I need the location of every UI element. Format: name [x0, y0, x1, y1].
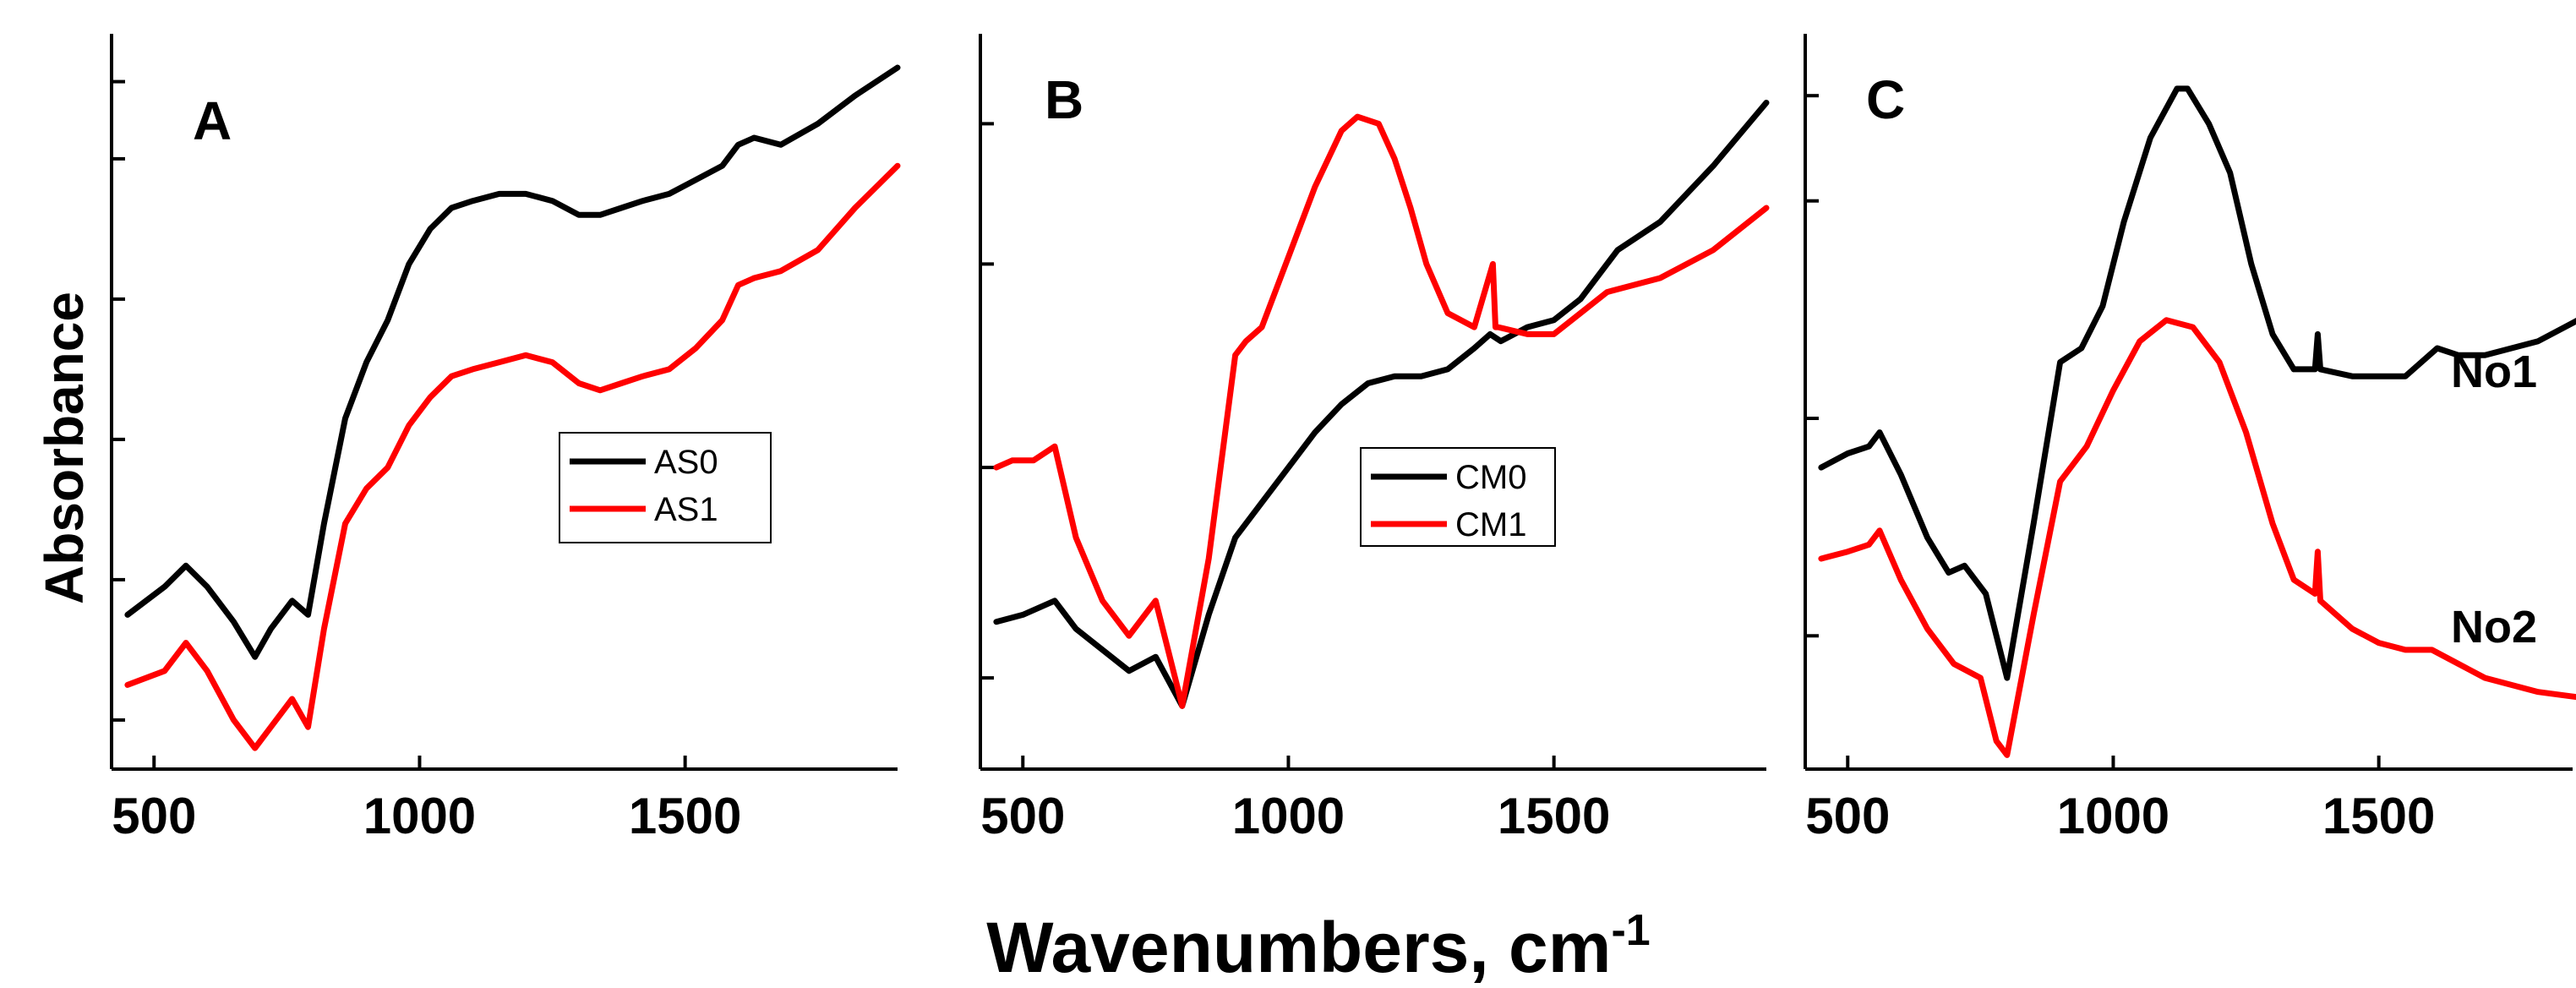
panel-c: 500 1000 1500 C No1 No2 [1804, 34, 2576, 844]
series-line-no2 [1818, 317, 2576, 758]
x-tick-label: 1000 [1232, 788, 1345, 844]
x-tick-label: 1500 [1498, 788, 1610, 844]
panel-b: 500 1000 1500 B CM0 CM1 [979, 34, 1770, 844]
legend-box [559, 432, 772, 543]
x-axis-label: Wavenumbers, cm [986, 908, 1611, 987]
curve-label: No1 [2451, 347, 2537, 397]
x-tick-label: 1500 [2322, 788, 2435, 844]
x-tick-label: 500 [1805, 788, 1890, 844]
legend-label: CM1 [1455, 506, 1526, 543]
x-tick-label: 500 [112, 788, 196, 844]
legend-label: AS0 [654, 444, 718, 481]
series-line-as0 [124, 64, 901, 660]
panel-a: 500 1000 1500 A AS0 AS1 [110, 34, 901, 844]
y-axis-label: Absorbance [34, 292, 95, 604]
series-line-as1 [124, 162, 901, 751]
series-line-cm0 [993, 100, 1770, 709]
legend-label: AS1 [654, 491, 718, 528]
x-tick-label: 1500 [629, 788, 741, 844]
x-tick-label: 1000 [363, 788, 476, 844]
panel-label: B [1045, 69, 1083, 130]
curve-label: No2 [2451, 602, 2537, 652]
panel-label: A [193, 90, 232, 151]
panel-label: C [1866, 69, 1905, 130]
legend-box [1360, 447, 1556, 547]
series-line-cm1 [993, 113, 1770, 709]
x-axis-label-group: Wavenumbers, cm-1 [986, 906, 1650, 987]
x-tick-label: 500 [980, 788, 1065, 844]
x-axis-label-superscript: -1 [1611, 906, 1650, 955]
x-tick-label: 1000 [2057, 788, 2169, 844]
series-line-no1 [1818, 85, 2576, 681]
legend-label: CM0 [1455, 459, 1526, 496]
